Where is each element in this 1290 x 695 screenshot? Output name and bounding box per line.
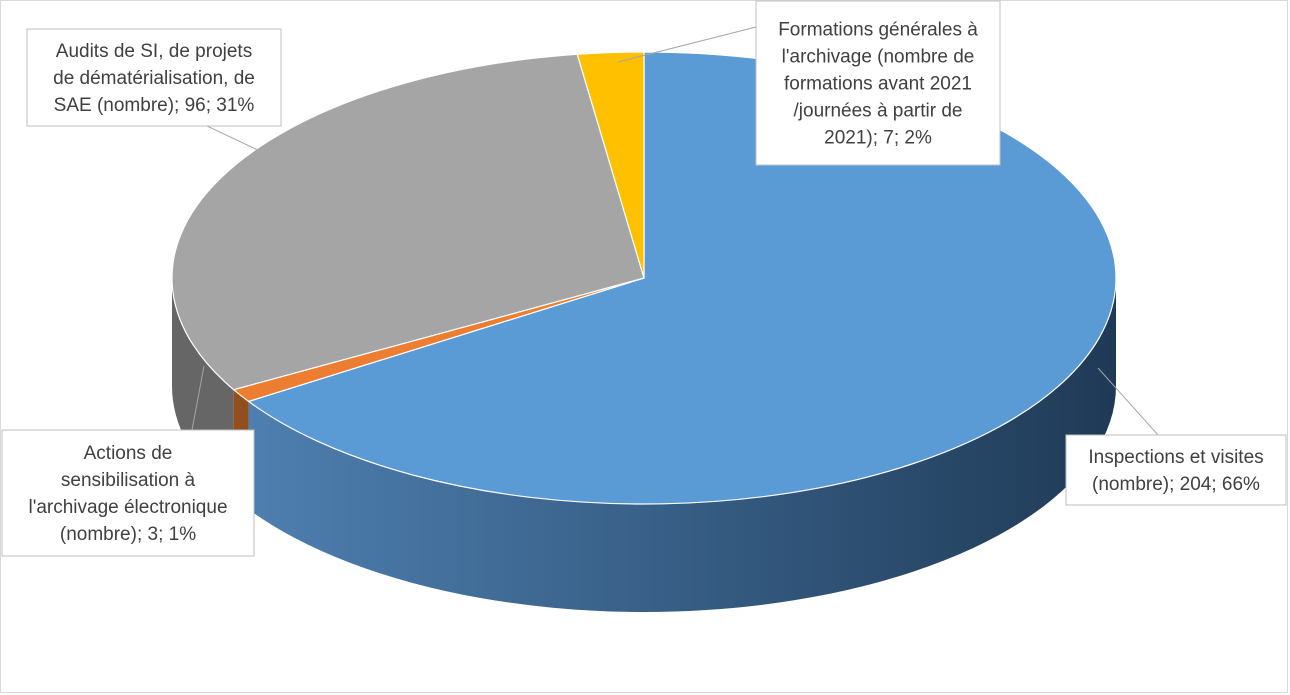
data-labels: Inspections et visites (nombre); 204; 66%… [1, 0, 1287, 557]
data-label-box-1 [1, 429, 255, 557]
data-label-box-0 [1065, 434, 1287, 506]
data-label-1: Actions de sensibilisation à l'archivage é… [1, 365, 255, 557]
leader-line-2 [206, 125, 263, 153]
pie-slices [171, 51, 1117, 505]
leader-line-3 [617, 26, 757, 63]
data-label-text: sensibilisation à [61, 470, 196, 491]
data-label-text: SAE (nombre); 96; 31% [54, 95, 255, 116]
data-label-box-2 [26, 28, 282, 127]
data-label-text: Inspections et visites [1088, 447, 1263, 468]
data-label-text: (nombre); 3; 1% [60, 524, 196, 545]
leader-line-0 [1097, 367, 1159, 436]
pie-slice-3 [576, 51, 645, 279]
data-label-text: 2021); 7; 2% [824, 128, 932, 149]
data-label-text: l'archivage électronique [28, 497, 227, 518]
data-label-text: Actions de [84, 443, 173, 464]
data-label-text: formations avant 2021 [784, 74, 972, 95]
pie-side-0 [248, 278, 1116, 613]
data-label-3: Formations générales à l'archivage (nombr… [617, 0, 1001, 166]
data-label-2: Audits de SI, de projets de dématérialisa… [26, 28, 282, 153]
data-label-text: (nombre); 204; 66% [1092, 474, 1260, 495]
data-label-text: /journées à partir de [794, 101, 963, 122]
leader-line-1 [191, 365, 205, 431]
data-label-box-3 [755, 0, 1001, 166]
data-label-text: Formations générales à [778, 20, 978, 41]
pie-slice-2 [171, 53, 645, 391]
data-label-text: Audits de SI, de projets [56, 41, 252, 62]
data-label-0: Inspections et visites (nombre); 204; 66% [1065, 367, 1287, 506]
data-label-text: l'archivage (nombre de [782, 47, 975, 68]
data-label-text: de dématérialisation, de [53, 68, 255, 89]
